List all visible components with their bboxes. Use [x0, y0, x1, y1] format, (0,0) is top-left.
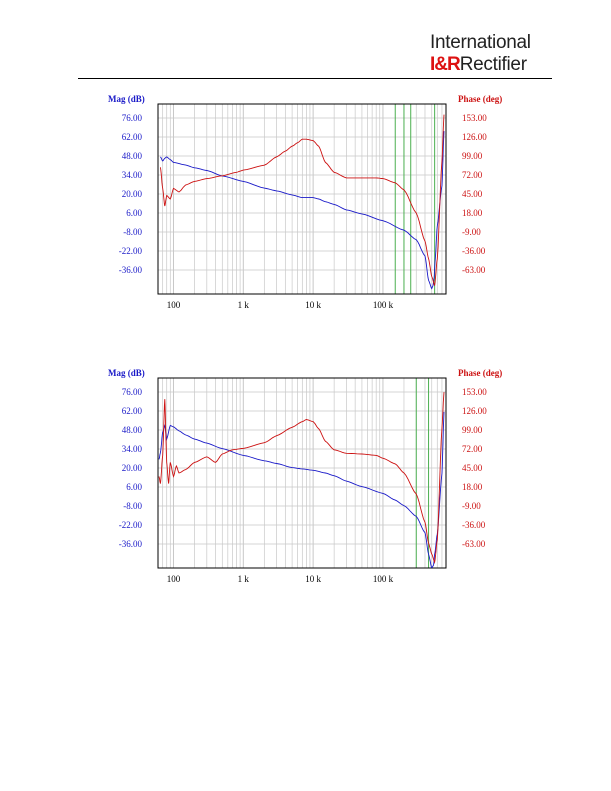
page-header: International I&RRectifier — [0, 0, 611, 90]
magnitude-series-line — [160, 131, 445, 290]
bode-plot-2: Mag (dB) Phase (deg) 76.00 62.00 48.00 34.00 2… — [108, 368, 502, 584]
phase-tick-label: -63.00 — [462, 539, 486, 549]
mag-tick-label: -36.00 — [119, 539, 143, 549]
phase-tick-label: 45.00 — [462, 189, 483, 199]
x-tick-label: 100 — [167, 300, 181, 310]
grid — [157, 378, 447, 568]
phase-tick-label: 18.00 — [462, 482, 483, 492]
phase-tick-label: 99.00 — [462, 151, 483, 161]
phase-tick-label: 153.00 — [462, 113, 487, 123]
mag-tick-label: 20.00 — [122, 189, 143, 199]
mag-axis-title: Mag (dB) — [108, 368, 145, 378]
phase-tick-label: 72.00 — [462, 444, 483, 454]
mag-axis-title: Mag (dB) — [108, 94, 145, 104]
company-logo-rectifier: Rectifier — [459, 54, 527, 75]
phase-axis-title: Phase (deg) — [458, 368, 502, 378]
x-tick-label: 100 k — [373, 300, 394, 310]
x-tick-label: 100 — [167, 574, 181, 584]
x-tick-label: 10 k — [305, 300, 321, 310]
phase-axis-title: Phase (deg) — [458, 94, 502, 104]
mag-tick-label: 34.00 — [122, 444, 143, 454]
x-tick-label: 1 k — [238, 574, 250, 584]
bode-plot-1: Mag (dB) Phase (deg) 76.00 62.00 48.00 34.00 2… — [108, 94, 502, 310]
phase-tick-label: -36.00 — [462, 520, 486, 530]
x-tick-label: 1 k — [238, 300, 250, 310]
phase-tick-label: 153.00 — [462, 387, 487, 397]
phase-tick-label: 99.00 — [462, 425, 483, 435]
grid — [157, 104, 447, 294]
phase-tick-label: -9.00 — [462, 227, 481, 237]
mag-tick-label: 48.00 — [122, 425, 143, 435]
phase-series-line — [159, 114, 445, 286]
phase-tick-label: -63.00 — [462, 265, 486, 275]
company-logo-line2: I&RRectifier — [430, 54, 527, 76]
mag-tick-label: 62.00 — [122, 406, 143, 416]
mag-tick-label: 20.00 — [122, 463, 143, 473]
phase-tick-label: 18.00 — [462, 208, 483, 218]
mag-tick-label: 76.00 — [122, 387, 143, 397]
company-logo-line1: International — [430, 32, 531, 53]
mag-tick-label: 76.00 — [122, 113, 143, 123]
mag-tick-label: 34.00 — [122, 170, 143, 180]
mag-tick-label: -22.00 — [119, 520, 143, 530]
phase-tick-label: 72.00 — [462, 170, 483, 180]
header-rule — [78, 78, 552, 79]
mag-tick-label: -22.00 — [119, 246, 143, 256]
phase-series-line — [158, 392, 445, 565]
phase-tick-label: 126.00 — [462, 132, 487, 142]
phase-tick-label: -9.00 — [462, 501, 481, 511]
mag-tick-label: -8.00 — [123, 501, 142, 511]
x-tick-label: 100 k — [373, 574, 394, 584]
ir-logo-mark: I&R — [430, 54, 461, 75]
mag-tick-label: -8.00 — [123, 227, 142, 237]
x-tick-label: 10 k — [305, 574, 321, 584]
plot-frame — [157, 103, 447, 295]
mag-tick-label: 62.00 — [122, 132, 143, 142]
plot-frame — [157, 377, 447, 569]
mag-tick-label: 6.00 — [126, 208, 142, 218]
phase-tick-label: 126.00 — [462, 406, 487, 416]
magnitude-series-line — [158, 411, 445, 568]
mag-tick-label: 6.00 — [126, 482, 142, 492]
phase-tick-label: -36.00 — [462, 246, 486, 256]
mag-tick-label: -36.00 — [119, 265, 143, 275]
phase-tick-label: 45.00 — [462, 463, 483, 473]
mag-tick-label: 48.00 — [122, 151, 143, 161]
